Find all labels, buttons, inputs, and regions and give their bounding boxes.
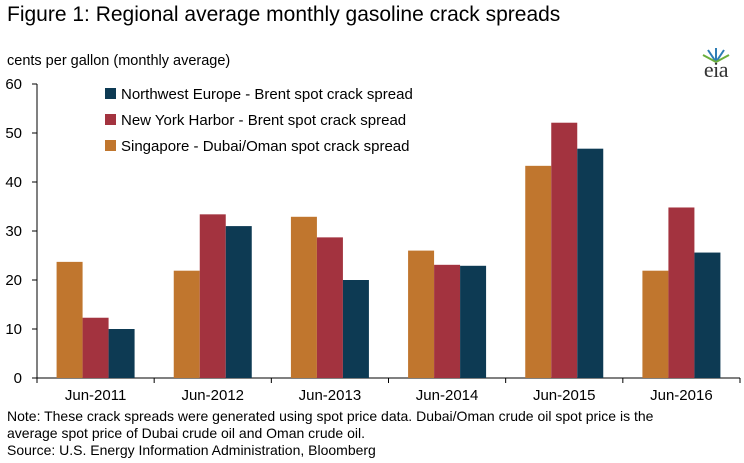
eia-logo: eia (693, 44, 739, 82)
eia-logo-sun-icon (702, 48, 730, 63)
bar (577, 148, 604, 378)
bar (668, 207, 695, 378)
bar-marks (56, 122, 721, 379)
x-tick-label: Jun-2012 (181, 387, 244, 404)
y-tick-label: 10 (5, 321, 22, 338)
legend-label: New York Harbor - Brent spot crack sprea… (121, 112, 406, 129)
bar (173, 270, 200, 378)
y-tick-label: 0 (14, 370, 22, 387)
chart-title: Figure 1: Regional average monthly gasol… (7, 3, 561, 26)
x-axis: Jun-2011 Jun-2012 Jun-2013 Jun-2014 Jun-2015… (36, 377, 741, 404)
bar (525, 165, 552, 378)
legend-swatch (105, 114, 116, 125)
x-tick-label: Jun-2014 (416, 387, 479, 404)
y-tick-label: 30 (5, 223, 22, 240)
legend-label: Northwest Europe - Brent spot crack spre… (121, 86, 413, 103)
note-line-1: Note: These crack spreads were generated… (7, 408, 654, 424)
bar (225, 226, 252, 378)
bar (434, 264, 461, 378)
note-line-2: average spot price of Dubai crude oil an… (7, 425, 365, 441)
legend-swatch (105, 88, 116, 99)
x-tick-label: Jun-2011 (65, 387, 126, 404)
bar (460, 265, 487, 378)
bar (199, 214, 226, 378)
chart-notes: Note: These crack spreads were generated… (7, 408, 727, 459)
y-tick-label: 50 (5, 125, 22, 142)
bar (694, 252, 721, 378)
bar (342, 280, 369, 378)
bar (408, 250, 435, 378)
x-tick-label: Jun-2013 (299, 387, 362, 404)
bar (316, 237, 343, 378)
x-tick-label: Jun-2016 (650, 387, 713, 404)
legend-swatch (105, 140, 116, 151)
bar (642, 270, 669, 378)
y-axis-units-label: cents per gallon (monthly average) (7, 53, 231, 69)
bar (82, 317, 109, 378)
eia-logo-text: eia (703, 57, 729, 82)
y-tick-label: 20 (5, 272, 22, 289)
source-line: Source: U.S. Energy Information Administ… (7, 442, 376, 458)
y-tick-label: 40 (5, 174, 22, 191)
x-tick-label: Jun-2015 (533, 387, 596, 404)
bar (108, 329, 135, 378)
legend: Northwest Europe - Brent spot crack spre… (105, 86, 413, 155)
y-axis: 0 10 20 30 40 50 60 (5, 76, 38, 387)
bar (290, 216, 317, 378)
bar (56, 261, 83, 378)
bar (551, 122, 578, 379)
y-tick-label: 60 (5, 76, 22, 93)
legend-label: Singapore - Dubai/Oman spot crack spread (121, 138, 409, 155)
